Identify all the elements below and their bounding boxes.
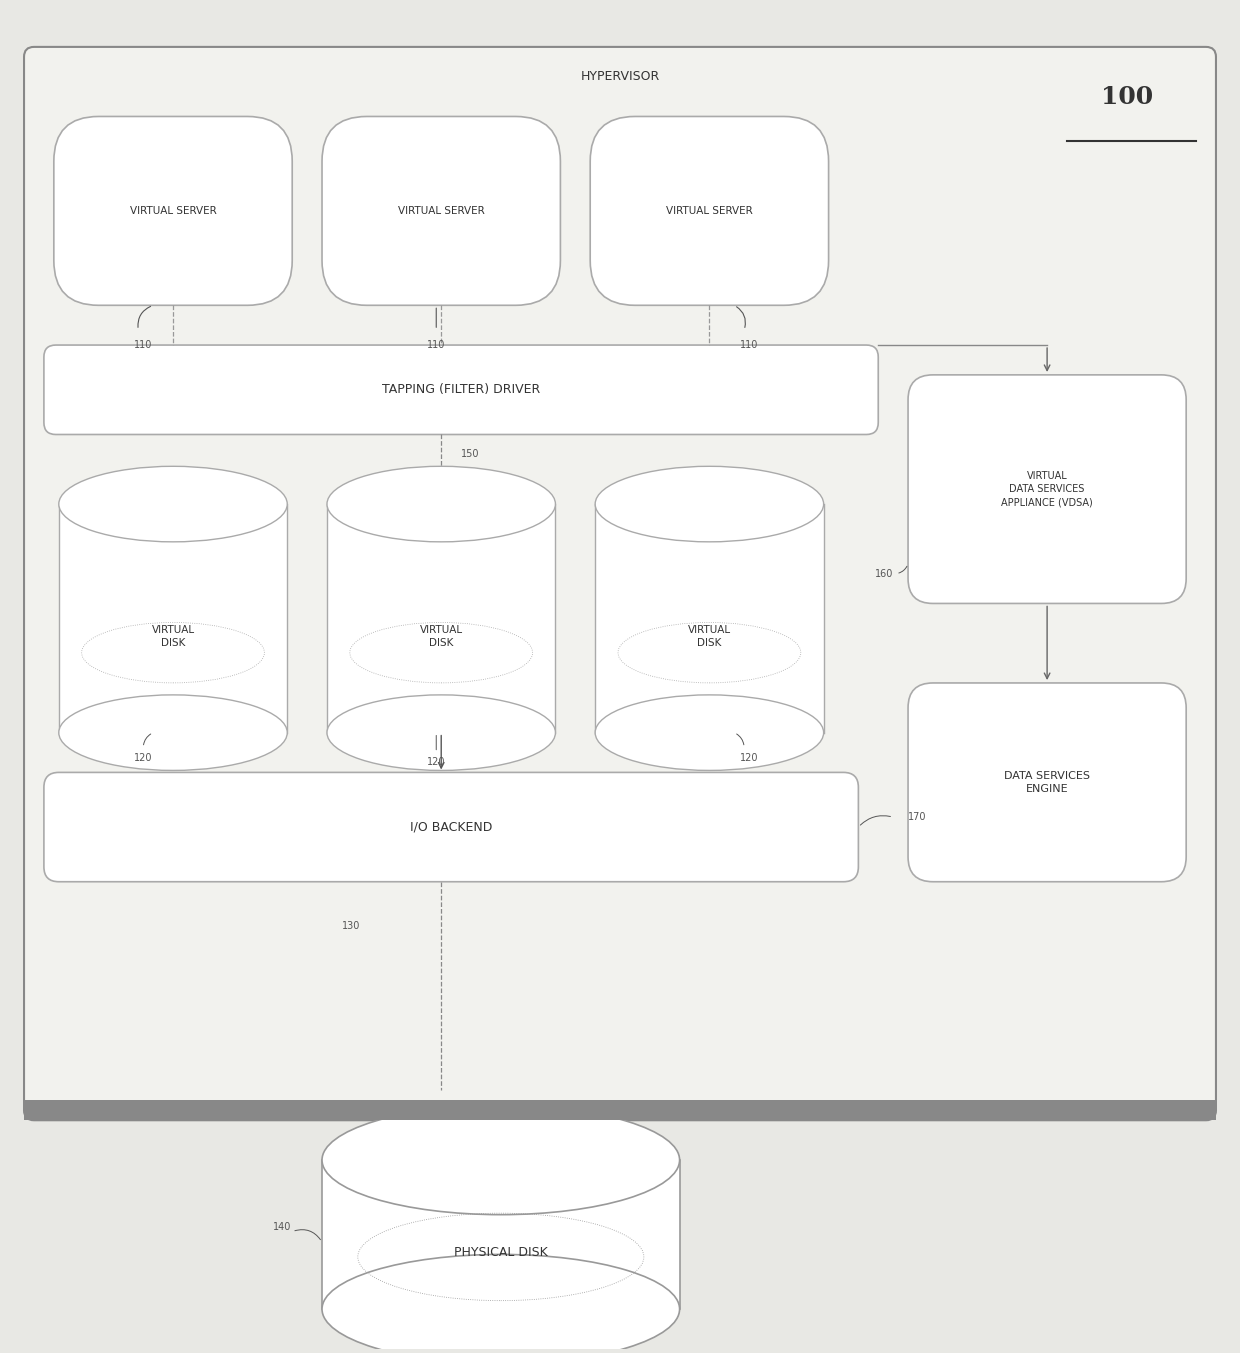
Text: VIRTUAL SERVER: VIRTUAL SERVER [130, 206, 217, 216]
Ellipse shape [322, 1254, 680, 1353]
Text: 120: 120 [134, 752, 153, 763]
Text: VIRTUAL SERVER: VIRTUAL SERVER [666, 206, 753, 216]
Ellipse shape [58, 695, 288, 770]
Polygon shape [322, 1160, 680, 1310]
FancyBboxPatch shape [24, 47, 1216, 1120]
FancyBboxPatch shape [43, 345, 878, 434]
Text: DATA SERVICES
ENGINE: DATA SERVICES ENGINE [1004, 771, 1090, 794]
Ellipse shape [58, 467, 288, 541]
FancyBboxPatch shape [43, 773, 858, 882]
Text: 100: 100 [1101, 85, 1153, 108]
Text: 120: 120 [740, 752, 759, 763]
Polygon shape [58, 505, 288, 733]
FancyBboxPatch shape [53, 116, 293, 306]
Text: 110: 110 [427, 340, 445, 350]
Polygon shape [595, 505, 823, 733]
Text: 120: 120 [427, 758, 445, 767]
Text: VIRTUAL
DATA SERVICES
APPLIANCE (VDSA): VIRTUAL DATA SERVICES APPLIANCE (VDSA) [1001, 471, 1092, 507]
Text: VIRTUAL SERVER: VIRTUAL SERVER [398, 206, 485, 216]
Ellipse shape [327, 695, 556, 770]
Text: 110: 110 [740, 340, 759, 350]
Text: 150: 150 [461, 449, 480, 460]
FancyBboxPatch shape [322, 116, 560, 306]
Polygon shape [327, 505, 556, 733]
Text: 130: 130 [342, 921, 361, 931]
Text: I/O BACKEND: I/O BACKEND [410, 820, 492, 833]
Text: 140: 140 [273, 1222, 291, 1233]
Text: 170: 170 [908, 812, 926, 823]
Text: VIRTUAL
DISK: VIRTUAL DISK [419, 625, 463, 648]
Ellipse shape [595, 467, 823, 541]
Text: PHYSICAL DISK: PHYSICAL DISK [454, 1246, 548, 1258]
Text: VIRTUAL
DISK: VIRTUAL DISK [151, 625, 195, 648]
Polygon shape [24, 1100, 1216, 1120]
FancyBboxPatch shape [908, 683, 1187, 882]
Ellipse shape [327, 467, 556, 541]
FancyBboxPatch shape [590, 116, 828, 306]
Text: TAPPING (FILTER) DRIVER: TAPPING (FILTER) DRIVER [382, 383, 541, 396]
Text: VIRTUAL
DISK: VIRTUAL DISK [688, 625, 730, 648]
Ellipse shape [322, 1105, 680, 1215]
Ellipse shape [595, 695, 823, 770]
FancyBboxPatch shape [908, 375, 1187, 603]
Text: 160: 160 [874, 568, 893, 579]
Text: HYPERVISOR: HYPERVISOR [580, 70, 660, 84]
Text: 110: 110 [134, 340, 153, 350]
